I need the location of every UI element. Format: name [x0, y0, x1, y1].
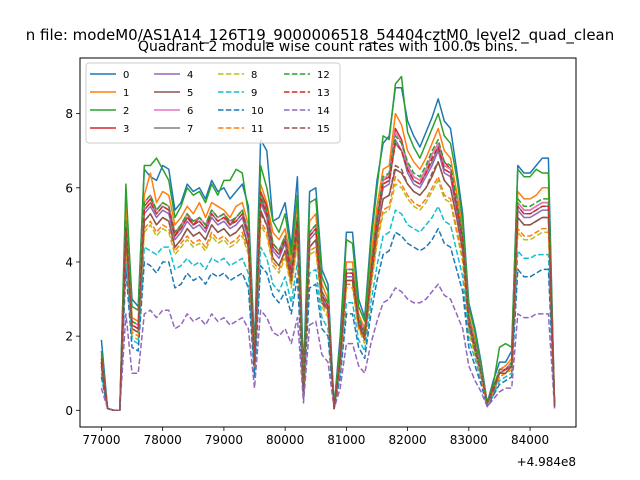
series-line-9	[100, 205, 556, 412]
x-axis: 77000 78000 79000 80000 81000 82000 83000 84000	[82, 427, 549, 447]
legend-label-3: 3	[123, 124, 129, 135]
series-line-14	[100, 283, 556, 412]
x-tick-label: 79000	[205, 433, 243, 447]
x-tick-label: 82000	[389, 433, 427, 447]
series-line-12	[100, 135, 556, 412]
axes-frame	[79, 57, 577, 428]
x-tick-label: 80000	[266, 433, 304, 447]
legend-label-9: 9	[251, 88, 257, 99]
legend-label-5: 5	[187, 88, 193, 99]
series-line-2	[100, 75, 556, 412]
chart-title: Quadrant 2 module wise count rates with …	[138, 39, 518, 55]
x-tick-label: 78000	[144, 433, 182, 447]
x-tick-label: 84000	[511, 433, 549, 447]
legend-label-13: 13	[317, 88, 330, 99]
y-tick-label: 8	[65, 107, 73, 121]
legend-label-1: 1	[123, 88, 129, 99]
legend-label-11: 11	[251, 124, 264, 135]
x-offset-label: +4.984e8	[517, 455, 576, 469]
series-layer	[100, 75, 556, 412]
y-tick-label: 2	[65, 330, 73, 344]
legend-label-4: 4	[187, 70, 193, 81]
legend-label-8: 8	[251, 70, 257, 81]
y-axis: 0 2 4 6 8	[65, 107, 80, 418]
legend-box	[85, 62, 341, 144]
series-line-10	[100, 227, 556, 412]
legend-label-14: 14	[317, 106, 330, 117]
legend-label-0: 0	[123, 70, 129, 81]
x-tick-label: 83000	[450, 433, 488, 447]
figure-suptitle: n file: modeM0/AS1A14_126T19_9000006518_…	[26, 26, 615, 45]
x-tick-label: 81000	[327, 433, 365, 447]
legend-label-15: 15	[317, 124, 330, 135]
legend-label-2: 2	[123, 106, 129, 117]
legend-label-7: 7	[187, 124, 193, 135]
y-tick-label: 4	[65, 255, 73, 269]
legend-label-6: 6	[187, 106, 193, 117]
series-line-15	[100, 161, 556, 412]
x-tick-label: 77000	[82, 433, 120, 447]
y-tick-label: 6	[65, 181, 73, 195]
legend-label-12: 12	[317, 70, 330, 81]
legend-label-10: 10	[251, 106, 264, 117]
y-tick-label: 0	[65, 404, 73, 418]
